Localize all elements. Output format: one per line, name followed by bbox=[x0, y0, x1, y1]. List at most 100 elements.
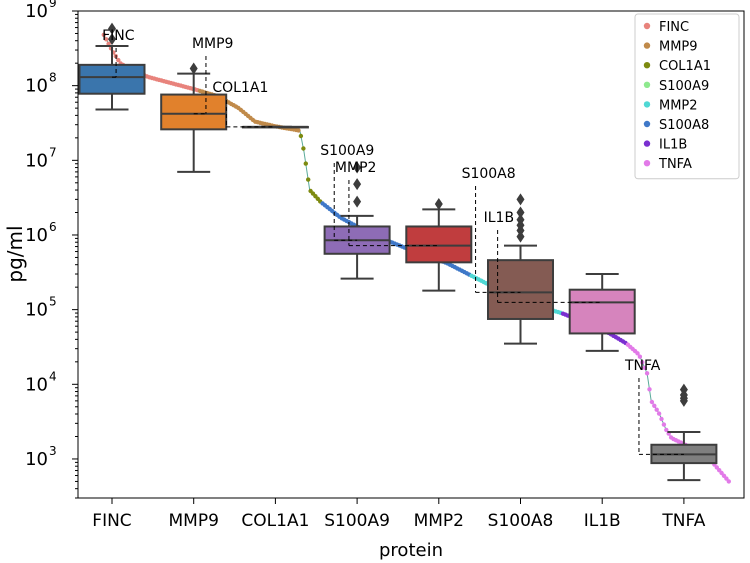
flier bbox=[108, 22, 116, 35]
flier bbox=[679, 383, 688, 396]
flier bbox=[108, 33, 116, 46]
x-tick-label: COL1A1 bbox=[241, 511, 309, 531]
x-tick-label: S100A8 bbox=[488, 511, 554, 531]
flier bbox=[516, 230, 525, 243]
legend-label: MMP9 bbox=[659, 40, 698, 55]
x-tick-label: S100A9 bbox=[324, 511, 390, 531]
y-tick: 10 8 bbox=[25, 13, 78, 97]
legend-entry-s100a8: S100A8 bbox=[643, 118, 709, 133]
box-body bbox=[568, 288, 636, 335]
annotation-s100a9: S100A9 bbox=[320, 143, 374, 241]
legend-label: FINC bbox=[659, 20, 689, 35]
curve-point bbox=[104, 37, 109, 42]
annotation-label: MMP2 bbox=[335, 160, 377, 176]
x-tick-col1a1: COL1A1 bbox=[241, 498, 309, 531]
y-tick-exponent: 6 bbox=[49, 220, 57, 234]
x-tick-tnfa: TNFA bbox=[661, 498, 706, 531]
legend-label: COL1A1 bbox=[659, 59, 711, 74]
curve-point bbox=[642, 365, 647, 370]
legend-marker bbox=[643, 140, 651, 147]
box-finc bbox=[78, 22, 146, 111]
curve-point bbox=[656, 411, 662, 416]
legend-marker bbox=[643, 81, 651, 89]
curve-point bbox=[644, 371, 650, 376]
legend-entry-finc: FINC bbox=[643, 20, 689, 35]
legend-marker bbox=[643, 42, 651, 49]
curve-point bbox=[106, 41, 111, 46]
x-tick-mmp2: MMP2 bbox=[414, 498, 464, 531]
x-tick-s100a9: S100A9 bbox=[324, 498, 390, 531]
curve-point bbox=[637, 354, 643, 359]
curve-point bbox=[301, 146, 306, 151]
legend-label: IL1B bbox=[659, 138, 687, 153]
y-tick: 10 9 bbox=[25, 0, 78, 22]
y-tick: 10 4 bbox=[25, 312, 78, 395]
curve-point bbox=[640, 360, 645, 365]
box-body bbox=[405, 225, 473, 264]
box-mmp2 bbox=[405, 197, 473, 292]
x-tick-label: TNFA bbox=[661, 511, 705, 531]
y-tick-exponent: 4 bbox=[49, 369, 57, 383]
legend-entry-mmp9: MMP9 bbox=[643, 40, 698, 55]
y-tick-exponent: 3 bbox=[49, 444, 57, 458]
y-tick-label: 10 bbox=[25, 150, 48, 171]
legend-label: TNFA bbox=[658, 157, 692, 172]
x-axis: FINC MMP9 COL1A1 S100A9 MMP2 S100A8 IL1B TNFA bbox=[92, 498, 706, 531]
legend-frame bbox=[634, 13, 740, 180]
annotation-label: IL1B bbox=[484, 210, 514, 226]
box-body bbox=[78, 63, 146, 95]
y-tick: 10 7 bbox=[25, 88, 78, 171]
curve-point bbox=[649, 399, 655, 405]
legend-entry-s100a9: S100A9 bbox=[643, 79, 709, 94]
legend-marker bbox=[643, 22, 651, 30]
curve-point bbox=[635, 351, 640, 356]
y-tick-exponent: 7 bbox=[49, 145, 57, 159]
legend-marker bbox=[643, 120, 651, 128]
curve-point bbox=[726, 479, 731, 484]
x-tick-s100a8: S100A8 bbox=[488, 498, 554, 531]
box-body bbox=[487, 259, 554, 320]
x-tick-il1b: IL1B bbox=[584, 498, 621, 531]
y-tick: 10 3 bbox=[25, 387, 78, 470]
flier bbox=[434, 197, 443, 210]
annotation-label: FINC bbox=[102, 28, 135, 44]
curve-point bbox=[116, 57, 121, 63]
flier bbox=[353, 178, 362, 191]
y-tick-label: 10 bbox=[25, 374, 48, 395]
box-s100a8 bbox=[487, 193, 554, 345]
x-tick-label: IL1B bbox=[584, 511, 621, 531]
legend-marker bbox=[643, 61, 651, 69]
annotation-label: S100A8 bbox=[462, 166, 516, 182]
legend-entry-tnfa: TNFA bbox=[643, 157, 692, 172]
curve-point bbox=[654, 407, 659, 412]
curve-point bbox=[652, 403, 657, 408]
legend-label: S100A9 bbox=[659, 79, 709, 94]
annotation-label: TNFA bbox=[624, 358, 661, 374]
box-body bbox=[160, 93, 228, 131]
flier bbox=[516, 213, 525, 226]
flier bbox=[189, 62, 198, 75]
curve-point bbox=[296, 128, 301, 133]
curve-point bbox=[661, 422, 667, 427]
y-tick-label: 10 bbox=[25, 225, 48, 246]
annotation-tnfa: TNFA bbox=[624, 358, 684, 455]
y-tick-exponent: 9 bbox=[49, 0, 57, 10]
curve-point bbox=[298, 133, 304, 139]
x-axis-label: protein bbox=[379, 540, 443, 561]
legend: FINC MMP9 COL1A1 S100A9 MMP2 S100A8 IL1B TNFA bbox=[634, 13, 740, 180]
annotation-finc: FINC bbox=[102, 28, 135, 78]
x-tick-finc: FINC bbox=[92, 498, 132, 531]
annotation-mmp2: MMP2 bbox=[335, 160, 439, 247]
x-tick-label: MMP9 bbox=[168, 511, 218, 531]
y-tick: 10 5 bbox=[25, 237, 78, 321]
annotation-col1a1: COL1A1 bbox=[212, 80, 276, 128]
curve-point bbox=[101, 32, 107, 37]
annotation-label: MMP9 bbox=[192, 36, 234, 52]
legend-entry-col1a1: COL1A1 bbox=[643, 59, 711, 74]
curve-point bbox=[659, 416, 664, 422]
legend-marker bbox=[643, 101, 651, 108]
flier bbox=[516, 193, 525, 206]
annotation-label: S100A9 bbox=[320, 143, 374, 159]
